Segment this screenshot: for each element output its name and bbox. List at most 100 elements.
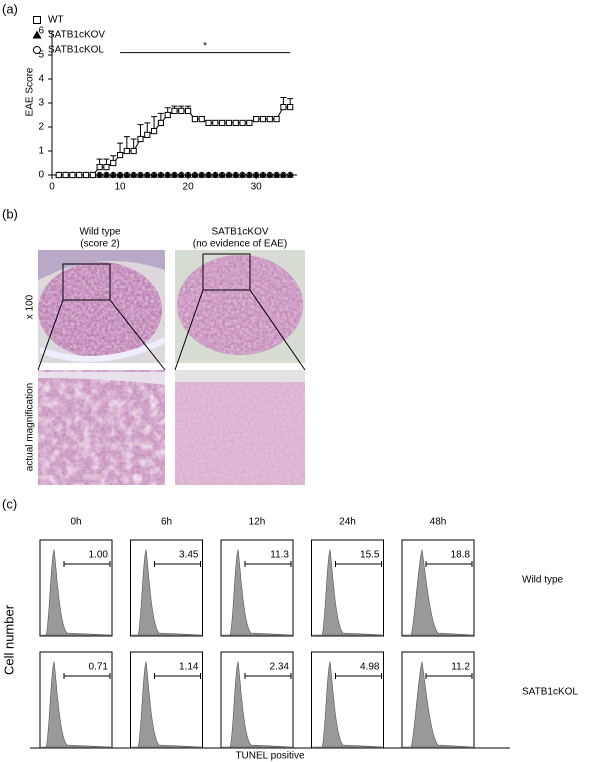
gate bbox=[154, 673, 201, 679]
marker bbox=[212, 119, 219, 127]
histology-top-right bbox=[174, 250, 306, 371]
marker bbox=[266, 115, 273, 123]
column-subtitle: (score 2) bbox=[80, 239, 119, 250]
marker bbox=[177, 171, 185, 178]
gate-value: 2.34 bbox=[270, 662, 290, 673]
y-axis-label: Cell number bbox=[1, 604, 16, 675]
histogram-box bbox=[39, 651, 113, 749]
histogram-box bbox=[401, 651, 475, 749]
marker bbox=[171, 107, 178, 115]
marker bbox=[252, 171, 260, 178]
marker bbox=[218, 171, 226, 178]
histogram bbox=[312, 661, 383, 748]
gate bbox=[244, 561, 292, 567]
marker bbox=[185, 107, 192, 115]
histogram bbox=[131, 661, 202, 748]
histology-bottom-right bbox=[175, 370, 305, 485]
marker bbox=[238, 171, 247, 178]
gate bbox=[63, 673, 111, 679]
histology-bottom-left bbox=[38, 370, 165, 485]
marker bbox=[198, 115, 205, 123]
gate bbox=[335, 673, 382, 679]
time-label: 24h bbox=[339, 517, 356, 528]
marker bbox=[137, 135, 144, 143]
marker bbox=[144, 131, 151, 139]
marker bbox=[225, 171, 233, 178]
histogram bbox=[131, 549, 202, 636]
histogram-box bbox=[220, 539, 294, 637]
panel-label: (c) bbox=[2, 496, 17, 511]
marker bbox=[253, 115, 260, 123]
time-label: 12h bbox=[249, 517, 266, 528]
x-tick-label: 10 bbox=[114, 182, 126, 193]
gate bbox=[425, 673, 473, 679]
marker bbox=[157, 119, 164, 127]
marker bbox=[266, 171, 274, 178]
panel-label: (a) bbox=[2, 1, 18, 16]
column-title: SATB1cKOV bbox=[211, 227, 268, 238]
y-tick-label: 1 bbox=[38, 146, 44, 157]
gate-value: 0.71 bbox=[89, 662, 109, 673]
marker bbox=[239, 119, 246, 127]
marker bbox=[178, 107, 185, 115]
marker bbox=[69, 171, 76, 179]
marker bbox=[184, 171, 192, 178]
marker bbox=[259, 115, 267, 123]
histogram-box bbox=[220, 651, 294, 749]
marker bbox=[82, 171, 90, 179]
marker bbox=[232, 171, 240, 178]
marker bbox=[62, 171, 69, 179]
marker bbox=[219, 119, 226, 127]
marker bbox=[136, 171, 145, 178]
y-tick-label: 6 bbox=[38, 26, 44, 37]
histology-top-left bbox=[37, 250, 167, 371]
marker bbox=[150, 127, 158, 135]
gate bbox=[154, 561, 201, 567]
time-label: 0h bbox=[70, 517, 81, 528]
marker bbox=[89, 171, 96, 179]
marker bbox=[191, 115, 199, 123]
histogram bbox=[222, 661, 293, 748]
histogram bbox=[222, 549, 293, 636]
gate-value: 3.45 bbox=[179, 550, 199, 561]
y-tick-label: 0 bbox=[38, 170, 44, 181]
marker bbox=[211, 171, 219, 178]
marker bbox=[130, 171, 138, 178]
marker bbox=[286, 171, 294, 178]
y-tick-label: 3 bbox=[38, 98, 44, 109]
x-tick-label: 20 bbox=[183, 182, 195, 193]
marker bbox=[96, 171, 104, 178]
row-label: Wild type bbox=[522, 575, 564, 586]
histogram-box bbox=[311, 651, 384, 749]
marker bbox=[225, 119, 233, 127]
marker bbox=[76, 171, 83, 179]
y-tick-label: 4 bbox=[38, 74, 44, 85]
x-tick-label: 0 bbox=[49, 182, 55, 193]
marker bbox=[157, 171, 165, 178]
histogram bbox=[41, 549, 112, 636]
legend-marker bbox=[33, 46, 41, 54]
histogram bbox=[403, 549, 474, 636]
marker bbox=[164, 111, 171, 119]
gate bbox=[335, 561, 382, 567]
marker bbox=[116, 151, 124, 159]
marker bbox=[280, 103, 287, 111]
marker bbox=[279, 171, 287, 178]
marker bbox=[116, 171, 124, 178]
marker bbox=[110, 159, 117, 167]
legend-label: SATB1cKOV bbox=[48, 30, 105, 41]
marker bbox=[170, 171, 179, 178]
marker bbox=[287, 103, 294, 111]
marker bbox=[246, 119, 253, 127]
histogram-box bbox=[130, 539, 203, 637]
histogram-box bbox=[39, 539, 113, 637]
gate bbox=[244, 673, 292, 679]
gate bbox=[425, 561, 473, 567]
row-label: actual magnification bbox=[25, 383, 36, 471]
histogram-box bbox=[311, 539, 384, 637]
marker bbox=[55, 171, 62, 179]
legend-label: WT bbox=[48, 15, 64, 26]
histogram bbox=[41, 661, 112, 748]
marker bbox=[143, 171, 151, 178]
